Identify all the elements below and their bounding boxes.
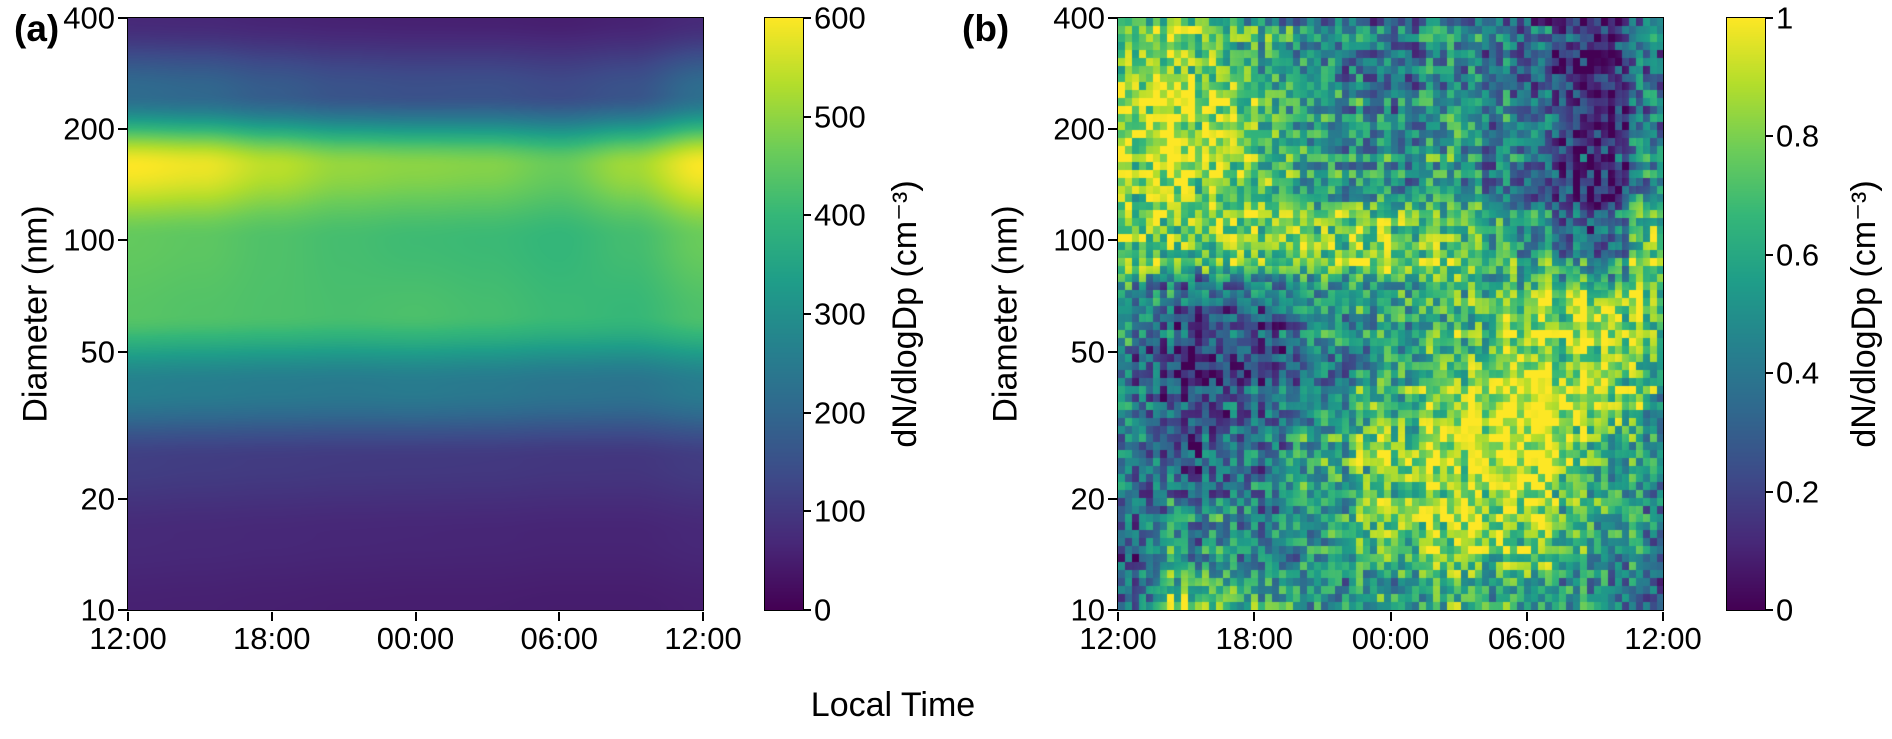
panel-b-y-tick-label: 100 <box>1053 222 1105 258</box>
panel-a-x-tick-label: 12:00 <box>89 621 167 656</box>
panel-b-y-axis-label: Diameter (nm) <box>986 205 1025 423</box>
panel-b-colorbar-tick-label: 0 <box>1776 592 1794 628</box>
panel-a-colorbar-tick-label: 400 <box>814 197 866 233</box>
panel-b-y-tick <box>1108 128 1117 131</box>
panel-b-y-tick <box>1108 239 1117 242</box>
panel-b-y-tick <box>1108 497 1117 500</box>
panel-a-y-tick <box>118 350 127 353</box>
panel-b-colorbar-tick-label: 1 <box>1776 0 1794 36</box>
panel-a-colorbar-tick <box>804 115 811 118</box>
panel-b-label: (b) <box>962 8 1010 49</box>
panel-a-x-tick <box>414 612 417 621</box>
panel-a-colorbar-tick-label: 300 <box>814 296 866 332</box>
panel-a-colorbar-tick-label: 500 <box>814 99 866 135</box>
panel-b-colorbar-tick-label: 0.6 <box>1776 237 1820 273</box>
panel-a-y-tick <box>118 239 127 242</box>
panel-a-y-tick <box>118 609 127 611</box>
panel-a-x-tick <box>702 612 704 621</box>
panel-a-x-tick-label: 12:00 <box>664 621 742 656</box>
panel-b-colorbar-tick <box>1766 253 1773 256</box>
panel-b-colorbar-tick-label: 0.2 <box>1776 474 1820 510</box>
panel-b-colorbar <box>1727 18 1765 610</box>
panel-b-x-tick <box>1389 612 1392 621</box>
panel-a-y-tick <box>118 128 127 131</box>
panel-b-colorbar-tick-label: 0.8 <box>1776 118 1820 154</box>
panel-a-y-tick-label: 200 <box>63 111 115 147</box>
panel-b-colorbar-label: dN/dlogDp (cm⁻³) <box>1845 180 1883 448</box>
panel-a-colorbar-tick-label: 0 <box>814 592 832 628</box>
panel-a-colorbar-tick-label: 600 <box>814 0 866 36</box>
panel-b-colorbar-tick <box>1766 490 1773 493</box>
panel-a-y-tick-label: 20 <box>80 481 115 517</box>
panel-b-x-tick-label: 12:00 <box>1624 621 1702 656</box>
panel-a-x-tick-label: 00:00 <box>376 621 455 656</box>
panel-a-colorbar-tick <box>804 510 811 513</box>
panel-b-y-tick-label: 20 <box>1070 481 1105 517</box>
panel-b-y-tick-label: 10 <box>1070 592 1105 628</box>
panel-a-heatmap <box>128 18 703 610</box>
panel-b-heatmap <box>1118 18 1663 610</box>
panel-b-colorbar-tick <box>1766 609 1773 611</box>
panel-a-colorbar-tick-label: 100 <box>814 493 866 529</box>
panel-b-y-tick-label: 400 <box>1053 0 1105 36</box>
panel-a-colorbar-tick <box>804 411 811 414</box>
panel-a-label: (a) <box>14 8 60 49</box>
panel-a-y-tick <box>118 17 127 19</box>
panel-a-colorbar-tick-label: 200 <box>814 395 866 431</box>
panel-a-y-tick-label: 50 <box>80 334 115 370</box>
panel-b-y-tick-label: 50 <box>1070 334 1105 370</box>
panel-a-colorbar-tick <box>804 313 811 315</box>
panel-b-x-tick <box>1253 612 1256 621</box>
panel-b-x-tick-label: 06:00 <box>1487 621 1566 656</box>
panel-a-colorbar-tick <box>804 214 811 217</box>
panel-a-x-tick <box>558 612 561 621</box>
panel-a-colorbar <box>765 18 803 610</box>
panel-b-colorbar-tick <box>1766 135 1773 138</box>
panel-a-x-tick-label: 06:00 <box>520 621 599 656</box>
panel-b-x-tick <box>1525 612 1528 621</box>
panel-a-x-tick <box>270 612 273 621</box>
panel-a-x-tick <box>127 612 129 621</box>
panel-b-colorbar-tick-label: 0.4 <box>1776 355 1820 391</box>
panel-a-y-tick-label: 400 <box>63 0 115 36</box>
panel-b-x-tick-label: 12:00 <box>1079 621 1157 656</box>
panel-a-colorbar-tick <box>804 609 811 611</box>
panel-a-y-tick <box>118 497 127 500</box>
panel-b-colorbar-tick <box>1766 372 1773 375</box>
panel-a-colorbar-label: dN/dlogDp (cm⁻³) <box>886 180 924 448</box>
panel-b-y-tick-label: 200 <box>1053 111 1105 147</box>
panel-b-x-tick <box>1117 612 1119 621</box>
panel-a-y-axis-label: Diameter (nm) <box>16 205 55 423</box>
panel-b-x-tick-label: 00:00 <box>1351 621 1430 656</box>
panel-a-colorbar-tick <box>804 17 811 19</box>
panel-b-x-tick <box>1662 612 1664 621</box>
panel-a-x-tick-label: 18:00 <box>232 621 311 656</box>
panel-b-y-tick <box>1108 609 1117 611</box>
x-axis-title: Local Time <box>810 686 976 724</box>
panel-b-x-tick-label: 18:00 <box>1215 621 1294 656</box>
panel-a-y-tick-label: 100 <box>63 222 115 258</box>
panel-b-y-tick <box>1108 350 1117 353</box>
panel-a-y-tick-label: 10 <box>80 592 115 628</box>
panel-b-colorbar-tick <box>1766 17 1773 19</box>
panel-b-y-tick <box>1108 17 1117 19</box>
